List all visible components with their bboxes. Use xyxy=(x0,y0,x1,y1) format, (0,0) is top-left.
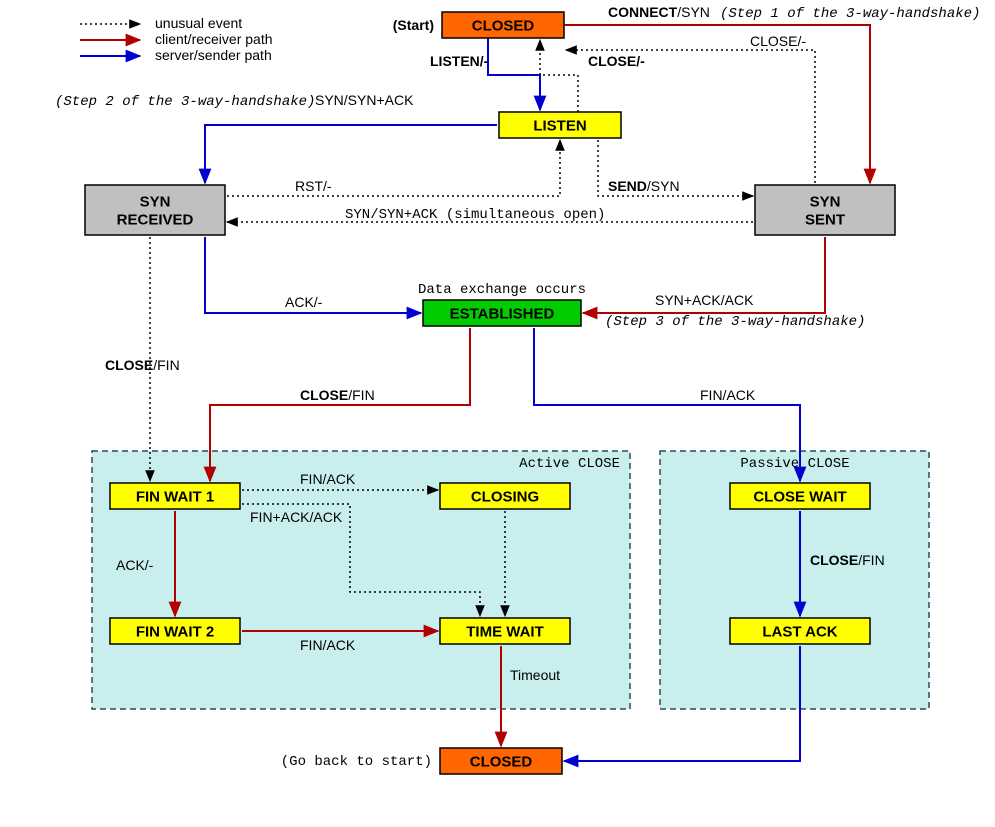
label-step3: (Step 3 of the 3-way-handshake) xyxy=(605,314,865,330)
node-closed-top: CLOSED xyxy=(442,12,564,38)
legend: unusual event client/receiver path serve… xyxy=(80,15,273,63)
node-closed-top-label: CLOSED xyxy=(472,18,535,35)
group-passive-close-label: Passive CLOSE xyxy=(740,456,849,472)
label-close-dash-1: CLOSE/- xyxy=(588,53,645,69)
node-time-wait-label: TIME WAIT xyxy=(466,624,544,641)
legend-unusual-label: unusual event xyxy=(155,15,242,31)
node-established: ESTABLISHED xyxy=(423,300,581,326)
label-ack-dash-2: ACK/- xyxy=(116,557,154,573)
node-established-label: ESTABLISHED xyxy=(450,306,555,323)
tcp-state-diagram: Active CLOSE Passive CLOSE unusual event… xyxy=(0,0,995,827)
node-closed-bottom-label: CLOSED xyxy=(470,754,533,771)
label-fin-ack-2: FIN/ACK xyxy=(300,471,356,487)
label-start: (Start) xyxy=(393,17,434,33)
node-listen: LISTEN xyxy=(499,112,621,138)
node-closing: CLOSING xyxy=(440,483,570,509)
label-connect-syn: CONNECT/SYN xyxy=(608,4,710,20)
legend-client-label: client/receiver path xyxy=(155,31,273,47)
node-fin-wait-1: FIN WAIT 1 xyxy=(110,483,240,509)
label-listen-dash: LISTEN/- xyxy=(430,53,489,69)
group-active-close-label: Active CLOSE xyxy=(519,456,620,472)
label-step1: (Step 1 of the 3-way-handshake) xyxy=(720,6,980,22)
node-fin-wait-1-label: FIN WAIT 1 xyxy=(136,489,214,506)
edge-closed-to-synsent xyxy=(564,25,870,183)
label-timeout: Timeout xyxy=(510,667,560,683)
label-fin-ack-3: FIN/ACK xyxy=(300,637,356,653)
node-syn-sent-label1: SYN xyxy=(810,194,841,211)
node-syn-sent-label2: SENT xyxy=(805,212,845,229)
label-synack-ack: SYN+ACK/ACK xyxy=(655,292,754,308)
node-syn-received-label1: SYN xyxy=(140,194,171,211)
label-close-fin-3: CLOSE/FIN xyxy=(810,552,885,568)
node-syn-received: SYNRECEIVED xyxy=(85,185,225,235)
edge-closed-to-listen xyxy=(488,38,540,110)
label-close-dash-2: CLOSE/- xyxy=(750,33,806,49)
edge-synrecv-to-listen xyxy=(227,140,560,196)
legend-server-label: server/sender path xyxy=(155,47,272,63)
node-last-ack-label: LAST ACK xyxy=(762,624,837,641)
node-closed-bottom: CLOSED xyxy=(440,748,562,774)
label-fin-ack-1: FIN/ACK xyxy=(700,387,756,403)
label-syn-synack: SYN/SYN+ACK xyxy=(315,92,414,108)
label-sim-open: SYN/SYN+ACK (simultaneous open) xyxy=(345,207,605,223)
label-finack-ack: FIN+ACK/ACK xyxy=(250,509,343,525)
label-step2: (Step 2 of the 3-way-handshake) xyxy=(55,94,315,110)
label-ack-dash: ACK/- xyxy=(285,294,323,310)
node-close-wait: CLOSE WAIT xyxy=(730,483,870,509)
node-syn-received-label2: RECEIVED xyxy=(117,212,194,229)
node-fin-wait-2-label: FIN WAIT 2 xyxy=(136,624,214,641)
label-close-fin-1: CLOSE/FIN xyxy=(105,357,180,373)
node-fin-wait-2: FIN WAIT 2 xyxy=(110,618,240,644)
node-closing-label: CLOSING xyxy=(471,489,539,506)
label-close-fin-2: CLOSE/FIN xyxy=(300,387,375,403)
label-data-exchange: Data exchange occurs xyxy=(418,282,586,298)
label-go-back: (Go back to start) xyxy=(281,754,432,770)
node-listen-label: LISTEN xyxy=(533,118,586,135)
node-time-wait: TIME WAIT xyxy=(440,618,570,644)
node-last-ack: LAST ACK xyxy=(730,618,870,644)
edge-listen-to-closed xyxy=(540,40,578,112)
edge-listen-to-synrecv xyxy=(205,125,497,183)
label-send-syn: SEND/SYN xyxy=(608,178,680,194)
node-close-wait-label: CLOSE WAIT xyxy=(753,489,846,506)
node-syn-sent: SYNSENT xyxy=(755,185,895,235)
label-rst: RST/- xyxy=(295,178,332,194)
